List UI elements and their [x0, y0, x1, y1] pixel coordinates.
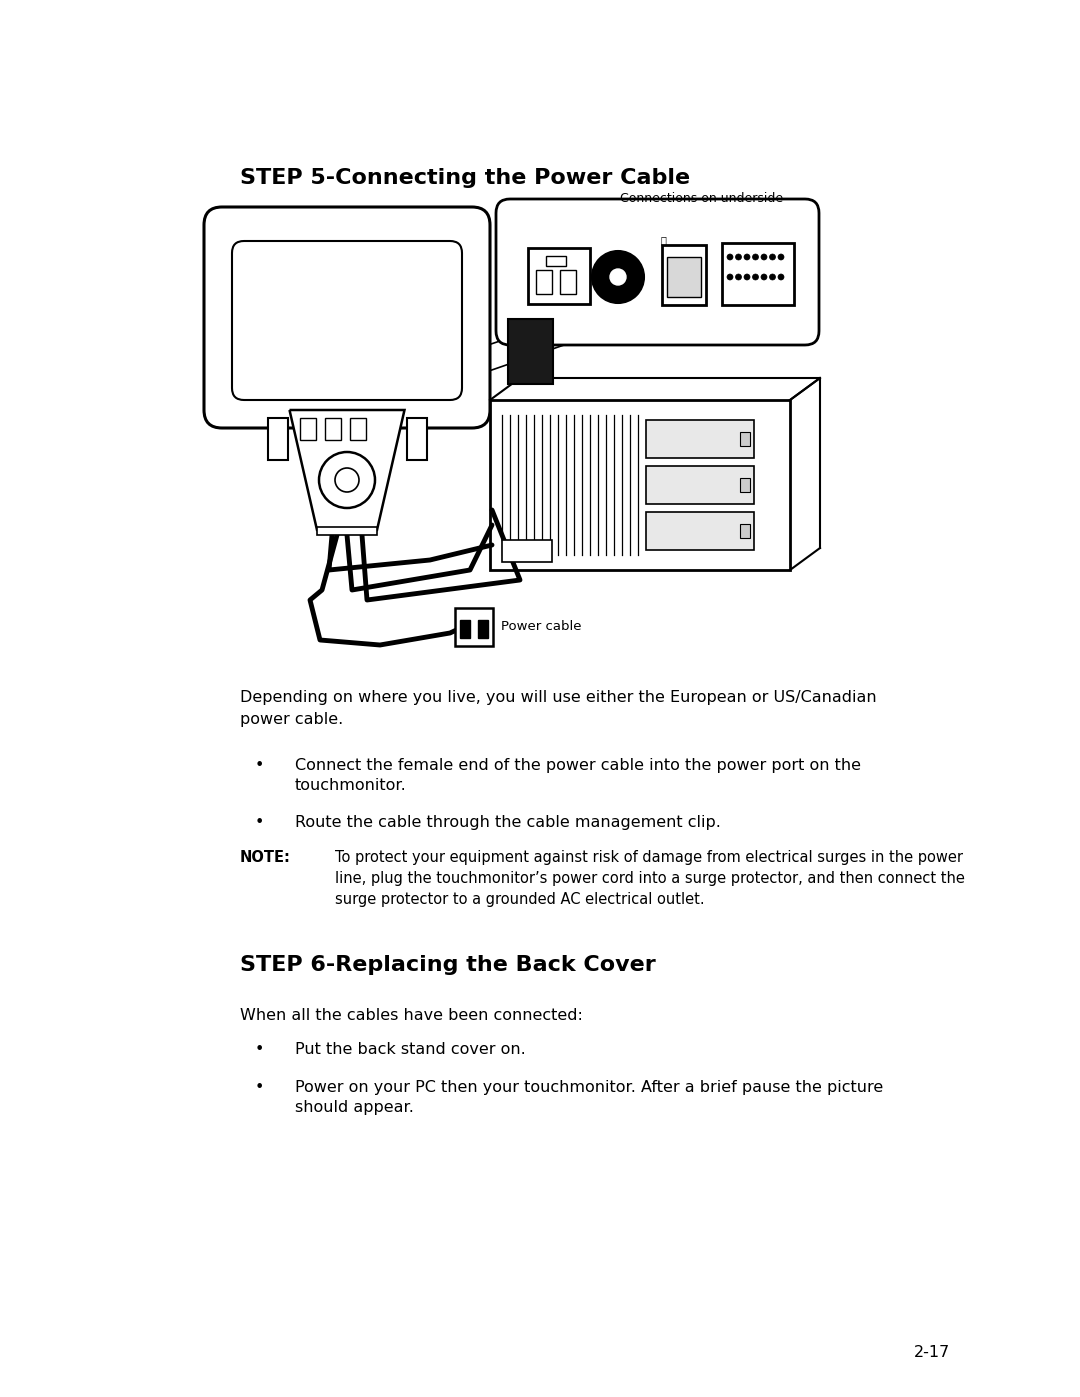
- Text: Put the back stand cover on.: Put the back stand cover on.: [295, 1042, 526, 1058]
- Bar: [740, 478, 750, 492]
- Circle shape: [727, 274, 733, 279]
- Circle shape: [319, 453, 375, 509]
- Text: Route the cable through the cable management clip.: Route the cable through the cable manage…: [295, 814, 720, 830]
- Text: •: •: [255, 814, 265, 830]
- Bar: [502, 541, 552, 562]
- Circle shape: [335, 468, 359, 492]
- Circle shape: [735, 274, 742, 279]
- Circle shape: [778, 254, 784, 260]
- Text: To protect your equipment against risk of damage from electrical surges in the p: To protect your equipment against risk o…: [335, 849, 964, 907]
- PathPatch shape: [289, 409, 405, 529]
- Text: NOTE:: NOTE:: [240, 849, 291, 865]
- Text: Connect the female end of the power cable into the power port on the: Connect the female end of the power cabl…: [295, 759, 861, 773]
- FancyBboxPatch shape: [232, 242, 462, 400]
- Bar: [460, 620, 470, 638]
- Bar: [646, 420, 754, 458]
- Circle shape: [592, 251, 644, 303]
- Circle shape: [610, 270, 626, 285]
- Text: •: •: [255, 759, 265, 773]
- Text: Power on your PC then your touchmonitor. After a brief pause the picture: Power on your PC then your touchmonitor.…: [295, 1080, 883, 1095]
- Text: touchmonitor.: touchmonitor.: [295, 778, 407, 793]
- Circle shape: [727, 254, 733, 260]
- Circle shape: [753, 254, 758, 260]
- Bar: [318, 527, 377, 535]
- Text: Power cable: Power cable: [501, 620, 581, 633]
- Bar: [662, 244, 706, 305]
- Text: STEP 6-Replacing the Back Cover: STEP 6-Replacing the Back Cover: [240, 956, 656, 975]
- Circle shape: [753, 274, 758, 279]
- Bar: [406, 418, 427, 460]
- Text: 2-17: 2-17: [914, 1345, 950, 1361]
- Circle shape: [744, 254, 750, 260]
- Circle shape: [769, 254, 775, 260]
- Text: Depending on where you live, you will use either the European or US/Canadian
pow: Depending on where you live, you will us…: [240, 690, 877, 728]
- Circle shape: [778, 274, 784, 279]
- Bar: [268, 418, 287, 460]
- Circle shape: [744, 274, 750, 279]
- Text: •: •: [255, 1042, 265, 1058]
- FancyBboxPatch shape: [204, 207, 490, 427]
- Circle shape: [761, 274, 767, 279]
- Bar: [490, 400, 789, 570]
- Bar: [528, 249, 590, 305]
- Text: should appear.: should appear.: [295, 1099, 414, 1115]
- Bar: [350, 418, 366, 440]
- Bar: [740, 432, 750, 446]
- Bar: [325, 418, 341, 440]
- Bar: [667, 257, 701, 298]
- Text: When all the cables have been connected:: When all the cables have been connected:: [240, 1009, 583, 1023]
- Bar: [300, 418, 316, 440]
- Bar: [646, 467, 754, 504]
- Bar: [536, 270, 552, 293]
- Text: Connections on underside: Connections on underside: [620, 191, 783, 205]
- FancyBboxPatch shape: [496, 198, 819, 345]
- Circle shape: [761, 254, 767, 260]
- Bar: [646, 511, 754, 550]
- Bar: [546, 256, 566, 265]
- Text: STEP 5-Connecting the Power Cable: STEP 5-Connecting the Power Cable: [240, 168, 690, 189]
- Circle shape: [769, 274, 775, 279]
- Bar: [723, 243, 794, 305]
- Text: ⭕: ⭕: [661, 235, 666, 244]
- Bar: [508, 319, 553, 384]
- Text: •: •: [255, 1080, 265, 1095]
- Circle shape: [735, 254, 742, 260]
- Bar: [561, 270, 576, 293]
- Bar: [455, 608, 492, 645]
- Bar: [478, 620, 488, 638]
- Bar: [740, 524, 750, 538]
